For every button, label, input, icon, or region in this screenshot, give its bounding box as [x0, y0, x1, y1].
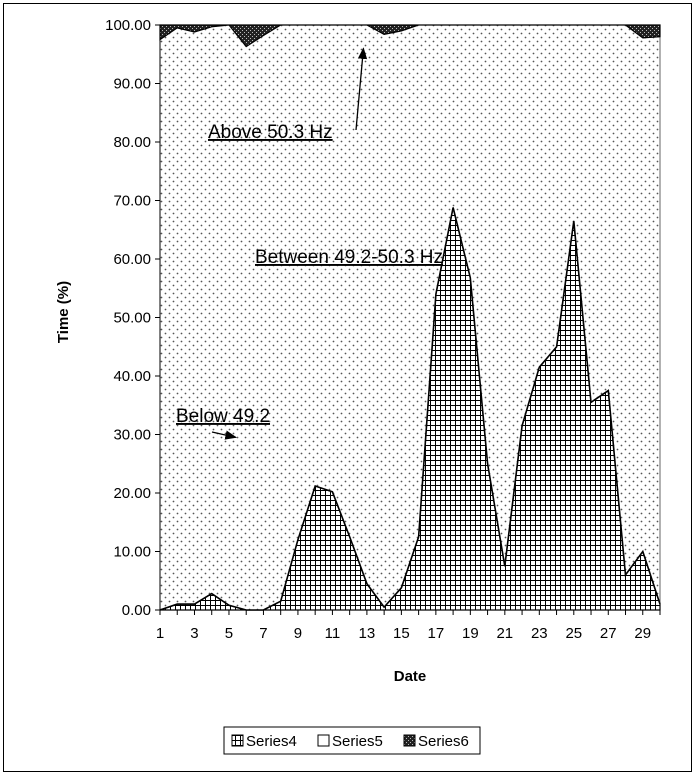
y-tick-label: 100.00	[105, 17, 151, 34]
x-tick-labels: 1 3 5 7 9 11 13 15 17 19 21 23 25 27 29	[156, 625, 651, 642]
y-tick-label: 80.00	[113, 134, 151, 151]
x-tick-label: 23	[531, 625, 548, 642]
x-tick-label: 19	[462, 625, 479, 642]
x-tick-label: 13	[359, 625, 376, 642]
y-tick-label: 10.00	[113, 544, 151, 561]
annotations: Above 50.3 Hz Between 49.2-50.3 Hz Below…	[176, 47, 443, 440]
y-tick-label: 70.00	[113, 193, 151, 210]
annotation-below: Below 49.2	[176, 406, 270, 427]
x-tick-label: 25	[565, 625, 582, 642]
x-tick-label: 11	[325, 625, 341, 642]
legend-swatch-series4	[231, 734, 244, 747]
x-tick-label: 15	[393, 625, 410, 642]
y-tick-label: 40.00	[113, 368, 151, 385]
x-tick-label: 1	[156, 625, 164, 642]
legend-swatch-series5	[317, 734, 330, 747]
annotation-below-arrow	[211, 430, 238, 440]
y-tick-label: 30.00	[113, 427, 151, 444]
axes	[155, 24, 661, 615]
y-tick-labels: 0.00 10.00 20.00 30.00 40.00 50.00 60.00 70.00 8…	[105, 17, 151, 619]
legend-box	[223, 726, 481, 755]
legend: Series4 Series5 Series6	[223, 726, 481, 755]
x-tick-label: 27	[600, 625, 617, 642]
y-tick-label: 0.00	[122, 602, 151, 619]
annotation-above: Above 50.3 Hz	[208, 122, 333, 143]
area-series6	[159, 24, 661, 48]
y-tick-label: 50.00	[113, 310, 151, 327]
x-tick-label: 3	[190, 625, 198, 642]
legend-item-series6: Series6	[403, 733, 469, 750]
x-tick-label: 5	[225, 625, 233, 642]
x-tick-label: 29	[634, 625, 651, 642]
x-tick-label: 9	[294, 625, 302, 642]
x-axis-title: Date	[394, 668, 427, 685]
x-tick-label: 7	[259, 625, 267, 642]
x-tick-label: 21	[496, 625, 513, 642]
y-tick-label: 60.00	[113, 251, 151, 268]
y-tick-label: 90.00	[113, 76, 151, 93]
series-areas	[159, 24, 661, 611]
annotation-between: Between 49.2-50.3 Hz	[255, 247, 443, 268]
legend-label-series4: Series4	[246, 733, 297, 750]
y-tick-label: 20.00	[113, 485, 151, 502]
legend-item-series5: Series5	[317, 733, 383, 750]
series4-line	[159, 207, 661, 611]
legend-swatch-series6	[403, 734, 416, 747]
x-tick-label: 17	[428, 625, 445, 642]
y-axis-title: Time (%)	[55, 281, 72, 343]
legend-label-series6: Series6	[418, 733, 469, 750]
legend-label-series5: Series5	[332, 733, 383, 750]
legend-item-series4: Series4	[231, 733, 297, 750]
annotation-above-arrow	[355, 47, 368, 131]
